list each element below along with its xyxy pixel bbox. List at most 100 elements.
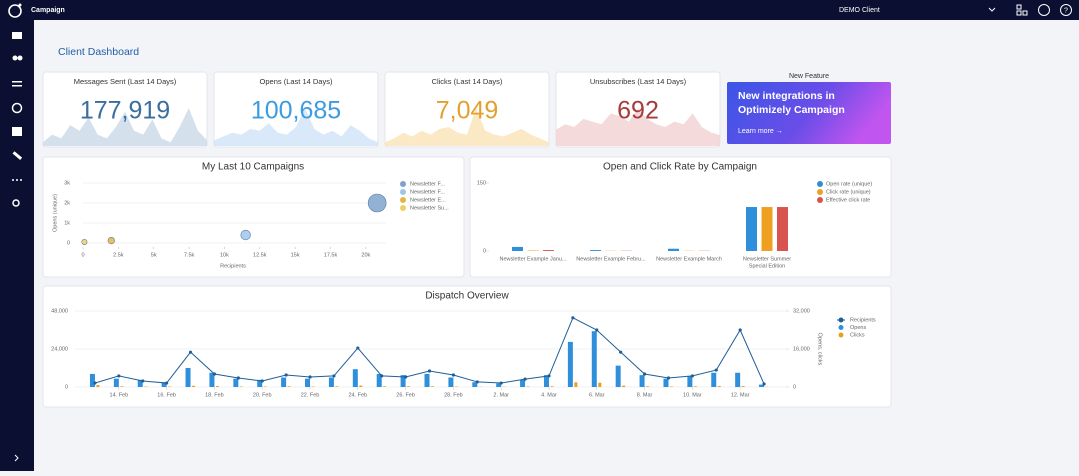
bubble [241,230,251,240]
chart-title: Dispatch Overview [425,291,509,302]
kpi-value: 692 [617,97,659,125]
bar [762,207,773,251]
x-axis-label: Recipients [220,263,246,269]
sidebar [0,20,34,471]
x-tick-label: 20k [361,252,370,258]
x-tick-label-line: Special Edition [749,263,785,269]
x-tick-label: 2. Mar [493,392,509,398]
y-tick-label: 24,000 [51,346,68,352]
y-tick-label: 0 [483,248,486,254]
line-point [428,369,431,372]
transfer-icon[interactable] [12,85,22,87]
legend-marker [400,181,406,187]
kpi-value: 7,049 [436,97,499,125]
bar [448,378,453,388]
bar [694,386,697,387]
x-tick-label: Newsletter Example March [656,256,722,262]
bubble [82,239,87,244]
kpi-label: Messages Sent (Last 14 Days) [74,77,177,86]
bar [742,386,745,387]
bar [568,342,573,387]
users-icon[interactable] [13,56,18,61]
bar [281,378,286,388]
y-tick-label: 2k [64,200,70,206]
more-icon[interactable] [12,179,14,181]
legend-label: Newsletter Su... [410,205,449,211]
client-name[interactable]: DEMO Client [839,7,880,14]
legend-label: Open rate (unique) [826,181,872,187]
line-point [308,375,311,378]
feature-title: New integrations in [738,90,835,102]
x-tick-label: 24. Feb [348,392,367,398]
top-bar [0,0,1079,20]
bar [407,386,410,387]
bar [431,386,434,387]
x-tick-label: 0 [81,252,84,258]
legend-label: Clicks [850,332,865,338]
bar [718,386,721,387]
kpi-label: Unsubscribes (Last 14 Days) [590,77,687,86]
line-point [547,374,550,377]
bar [512,247,523,251]
bar [353,369,358,387]
users-icon[interactable] [18,56,23,61]
line-point [165,381,168,384]
x-tick-label: 10k [220,252,229,258]
bar [520,380,525,387]
bar [96,385,99,387]
bar [746,207,757,251]
bubble [108,237,115,244]
kpi-value: 177,919 [80,97,170,125]
page-title: Client Dashboard [58,46,139,58]
bar [711,373,716,387]
bubble [368,194,386,212]
line-point [213,372,216,375]
x-tick-label: 2.5k [113,252,124,258]
y2-axis-label: Opens, clicks [817,333,823,366]
bar [640,375,645,387]
line-point [141,379,144,382]
line-point [715,368,718,371]
bar [663,379,668,387]
y2-tick-label: 0 [793,384,796,390]
y-axis-label: Opens (unique) [52,194,58,232]
line-point [739,328,742,331]
line-point [117,374,120,377]
legend-marker [839,333,844,338]
line-point [667,376,670,379]
line-point [500,381,503,384]
bar [777,207,788,251]
bar [668,249,679,251]
line-point [595,328,598,331]
app-name: Campaign [31,7,65,14]
x-tick-label: 12.5k [253,252,267,258]
x-tick-label: 6. Mar [589,392,605,398]
y-tick-label: 150 [477,180,486,186]
x-tick-label: 4. Mar [541,392,557,398]
bar [120,386,123,387]
x-tick-label: 20. Feb [253,392,272,398]
bar [574,382,577,387]
legend-label: Newsletter E... [410,197,446,203]
bar [543,250,554,251]
legend-label: Recipients [850,317,876,323]
chart-title: My Last 10 Campaigns [202,162,304,173]
feature-link[interactable]: Learn more → [738,128,783,135]
dispatch-card [43,286,891,407]
transfer-icon[interactable] [12,81,22,83]
chart-title: Open and Click Rate by Campaign [603,162,757,173]
y-tick-label: 3k [64,180,70,186]
bar [329,378,334,388]
line-point [237,376,240,379]
bar [590,250,601,251]
legend-marker [400,197,406,203]
mail-icon[interactable] [12,32,22,39]
line-point [380,374,383,377]
line-point [356,346,359,349]
help-glyph: ? [1064,7,1068,14]
x-tick-label: 28. Feb [444,392,463,398]
feature-title: Optimizely Campaign [738,104,845,116]
bar [592,331,597,387]
report-icon[interactable] [12,127,22,136]
bar [186,368,191,387]
